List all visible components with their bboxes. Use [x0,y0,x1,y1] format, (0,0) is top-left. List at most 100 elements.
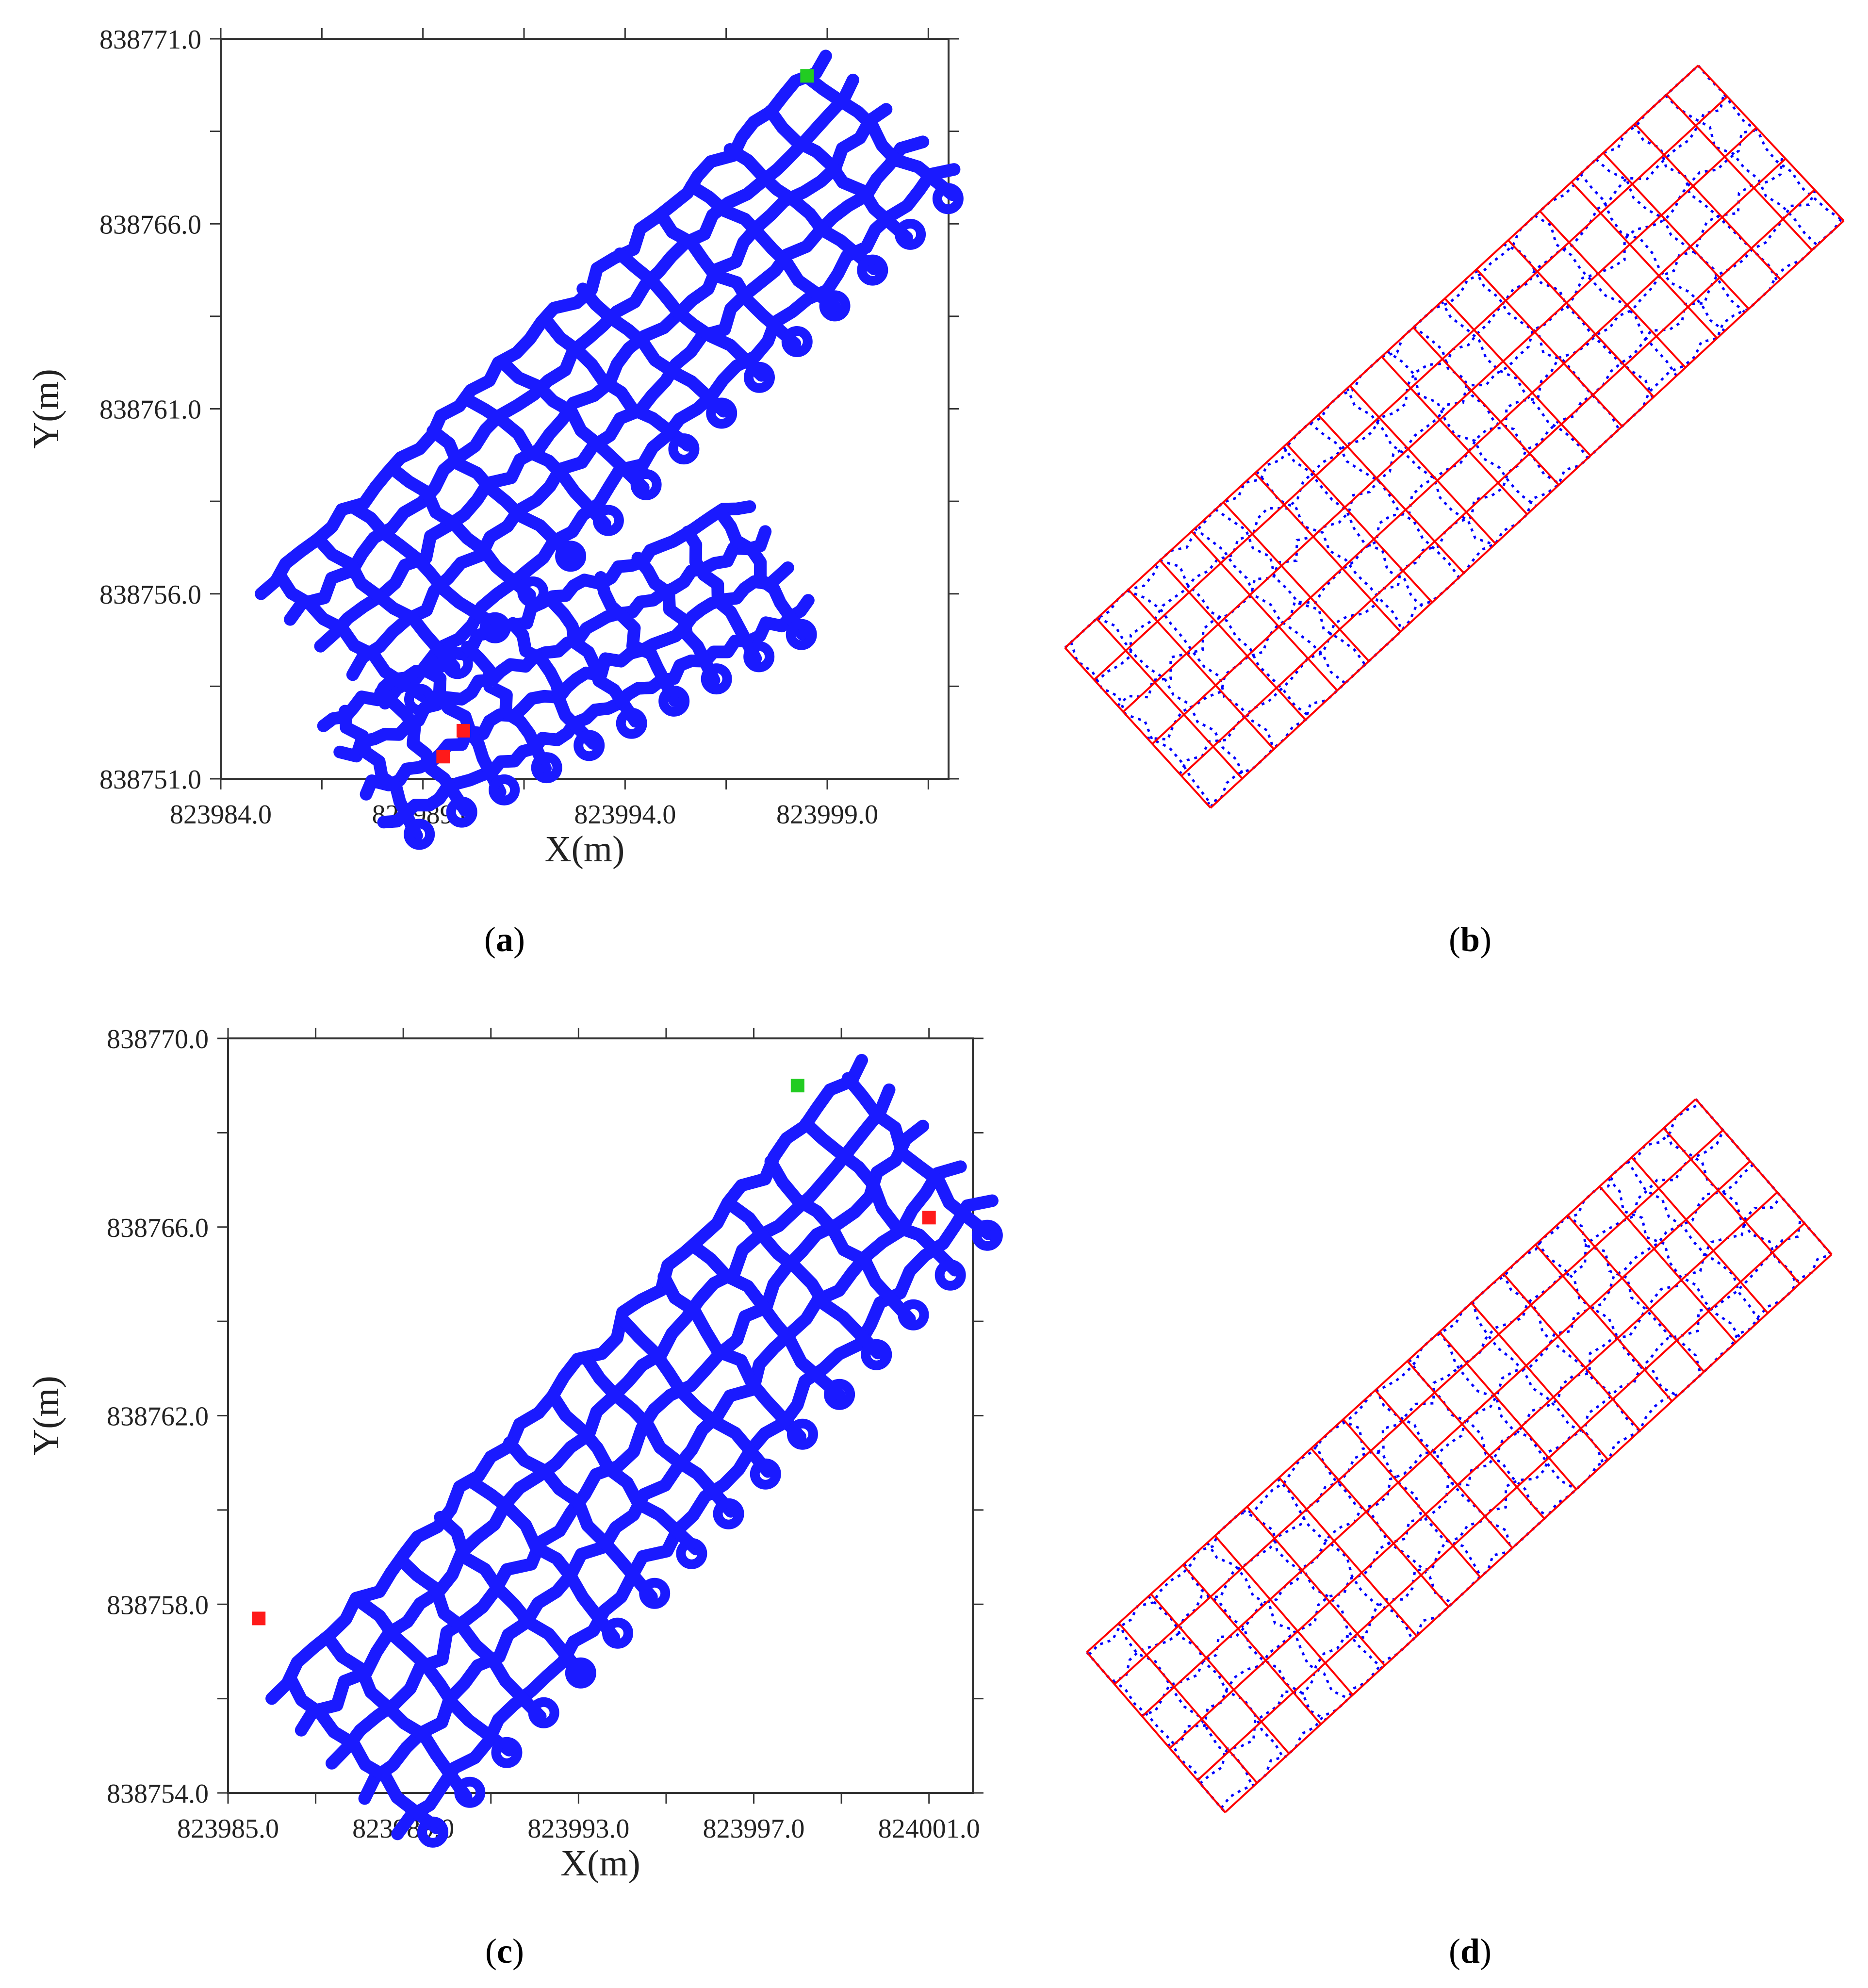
start-marker [790,1079,804,1093]
track-line-across [312,533,460,674]
path-line-across [1256,471,1403,631]
survey-track [265,1054,1003,1848]
x-tick-label: 823997.0 [703,1814,805,1844]
start-marker [800,69,814,83]
track-line-across [339,705,423,842]
track-turn [639,1577,671,1609]
measured-path [1086,1098,1833,1813]
grid-line-across [1086,1651,1226,1813]
grid-line-along [1141,1160,1751,1717]
x-tick-label: 823999.0 [776,800,878,830]
track-turn [528,1697,559,1728]
grid-line-across [1407,1360,1545,1520]
path-line-across [1309,422,1460,578]
path-line-across [1441,300,1589,459]
path-line-along [1111,1130,1725,1683]
track-turn [706,397,737,429]
track-turn [676,1538,707,1569]
path-line-across [1534,214,1678,377]
grid-line-across [1214,1535,1354,1696]
path-line-across [1607,1178,1741,1339]
grid-line-across [1159,559,1307,721]
end-marker [436,750,450,764]
track-line-across [322,1631,473,1803]
track-line-across [284,1672,443,1835]
path-line-across [1595,158,1746,313]
track-turn [750,1458,781,1490]
path-line-across [1147,1595,1285,1759]
grid-line-across [1381,356,1528,515]
grid-line-across [1317,414,1465,574]
track-line-across [497,357,650,494]
path-line-across [1206,1542,1349,1700]
grid-line-across [1599,1185,1737,1343]
grid-line-across [1246,1506,1386,1666]
caption-b: (b) [1449,920,1491,959]
track-turn [489,774,520,805]
design-grid [1064,65,1845,809]
track-turn [668,433,700,465]
track-turn [787,1418,818,1450]
track-line-across [841,1072,995,1240]
grid-line-across [1666,94,1813,251]
path-line-across [1315,1443,1454,1604]
y-tick-label: 838754.0 [107,1779,209,1809]
y-tick-label: 838758.0 [107,1590,209,1620]
track-line-across [764,104,913,244]
grid-line-across [1278,1477,1418,1637]
path-line-along [1088,1103,1701,1656]
x-tick-label: 823993.0 [527,1814,629,1844]
y-axis-title: Y(m) [26,1376,66,1456]
y-tick-label: 838751.0 [99,765,201,795]
path-line-along [1147,155,1784,741]
caption-d: (d) [1449,1932,1491,1971]
grid-line-across [1349,385,1496,544]
track-line-across [764,1155,916,1326]
grid-line-across [1096,618,1243,779]
track-line-across [507,617,600,750]
track-line-across [466,1476,621,1644]
path-line-across [1341,1419,1482,1578]
y-tick-label: 838756.0 [99,580,201,610]
track-line-across [434,1511,587,1679]
track-turn [630,469,662,500]
path-line-across [1346,388,1495,546]
track-line-across [655,208,802,350]
track-line-across [631,552,721,687]
track-turn [781,326,813,358]
track-turn [898,1299,929,1331]
y-tick-label: 838770.0 [107,1024,209,1054]
grid-line-across [1508,239,1655,398]
track-line-across [386,462,536,602]
track-line-across [418,663,507,799]
grid-line-along [1086,1098,1697,1653]
track-turn [786,619,817,650]
track-line-along [317,500,756,732]
track-turn [616,707,647,739]
end-marker [457,723,470,738]
track-turn [819,290,851,322]
track-turn [743,641,775,673]
x-axis-title: X(m) [560,1843,640,1884]
track-line-along [326,1119,929,1770]
track-turn [531,752,562,784]
y-tick-label: 838761.0 [99,395,201,425]
track-turn [491,1737,523,1768]
track-line-across [541,316,694,452]
track-line-across [657,1270,806,1443]
grid-line-across [1374,1389,1513,1549]
track-line-across [800,70,959,201]
path-line-across [1127,589,1275,750]
track-line-across [724,1198,885,1360]
track-turn [658,685,690,717]
track-turn [824,1379,855,1410]
path-line-across [1282,446,1426,610]
y-tick-label: 838762.0 [107,1402,209,1432]
track-turn [701,663,732,695]
y-tick-label: 838771.0 [99,25,201,55]
path-line-across [1242,1509,1383,1669]
path-line-across [1183,1563,1327,1721]
track-line-across [715,508,809,641]
grid-line-across [1634,123,1781,280]
grid-line-across [1150,1593,1290,1755]
